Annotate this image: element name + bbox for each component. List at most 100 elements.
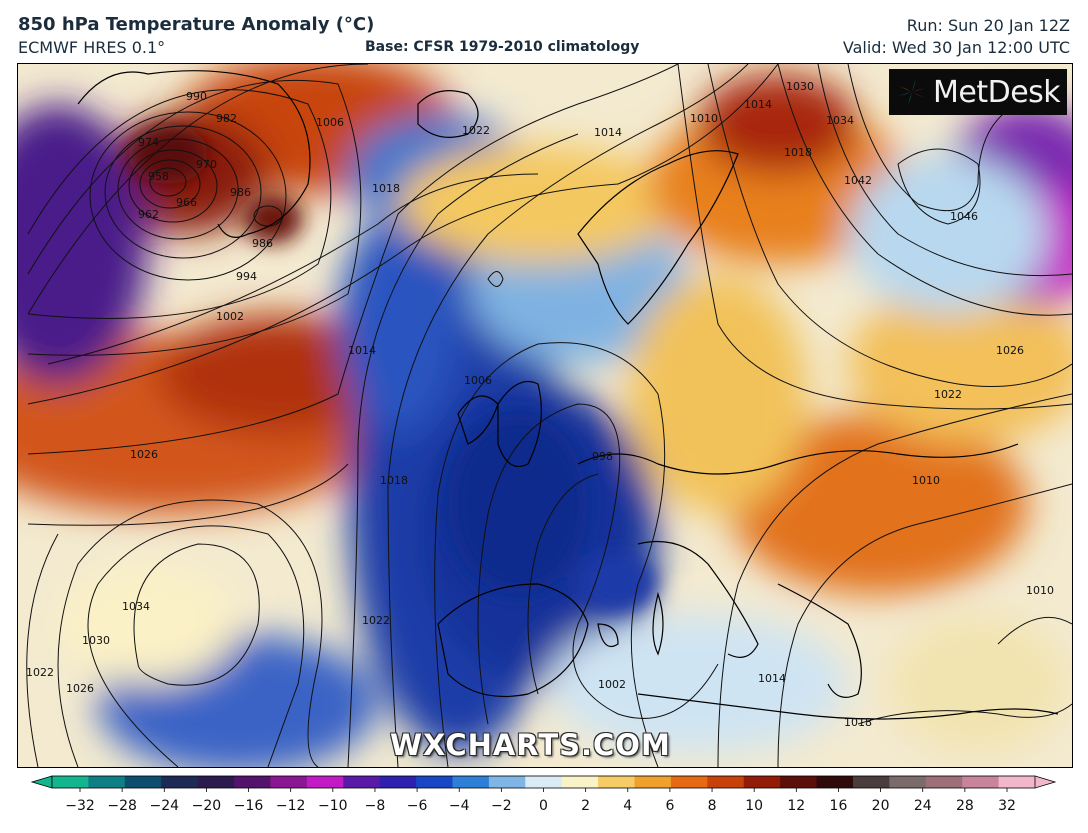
run-time-label: Run: Sun 20 Jan 12Z <box>906 16 1070 35</box>
colorbar-segment <box>416 776 454 788</box>
isobar-label: 1034 <box>122 600 150 613</box>
colorbar-tick-label: 6 <box>665 798 674 814</box>
colorbar-tick-label: −24 <box>149 798 179 814</box>
isobar-label: 1014 <box>758 672 786 685</box>
isobar-label: 1002 <box>216 310 244 323</box>
isobar-label: 986 <box>252 237 273 250</box>
isobar-label: 1042 <box>844 174 872 187</box>
colorbar-segment <box>998 776 1036 788</box>
colorbar-segment <box>306 776 344 788</box>
isobar-label: 1026 <box>66 682 94 695</box>
valid-time-label: Valid: Wed 30 Jan 12:00 UTC <box>842 38 1070 57</box>
isobar-label: 990 <box>186 90 207 103</box>
colorbar-segment <box>889 776 927 788</box>
isobar-label: 1022 <box>934 388 962 401</box>
colorbar-tick-label: −4 <box>449 798 470 814</box>
colorbar-segment <box>452 776 490 788</box>
colorbar-tick-label: −12 <box>276 798 306 814</box>
colorbar-tick-label: 32 <box>998 798 1016 814</box>
colorbar-segment <box>962 776 1000 788</box>
colorbar-segment <box>925 776 963 788</box>
isobar-label: 1010 <box>1026 584 1054 597</box>
isobar-label: 1022 <box>362 614 390 627</box>
isobar-label: 1018 <box>372 182 400 195</box>
isobar-label: 1018 <box>784 146 812 159</box>
colorbar-tick-label: 8 <box>708 798 717 814</box>
colorbar-tick-label: 28 <box>956 798 974 814</box>
isobar-label: 986 <box>230 186 251 199</box>
metdesk-pinwheel-icon <box>898 78 926 106</box>
anomaly-map[interactable]: 990 982 974 970 958 962 966 986 986 994 … <box>17 63 1073 768</box>
colorbar-tick-label: 24 <box>914 798 932 814</box>
colorbar-segment <box>707 776 745 788</box>
isobar-label: 1030 <box>786 80 814 93</box>
isobar-label: 1014 <box>348 344 376 357</box>
colorbar-tick-label: 2 <box>581 798 590 814</box>
colorbar-tick-label: 0 <box>539 798 548 814</box>
isobar-label: 1030 <box>82 634 110 647</box>
colorbar-segment <box>816 776 854 788</box>
isobar-label: 1002 <box>598 678 626 691</box>
isobar-label: 1014 <box>744 98 772 111</box>
colorbar-segment <box>197 776 235 788</box>
colorbar-segment <box>124 776 162 788</box>
isobar-label: 982 <box>216 112 237 125</box>
colorbar-ticks: −32 −28 −24 −20 −16 −12 −10 −8 −6 −4 −2 0 2 4 6 8 10 12 16… <box>65 788 1016 814</box>
colorbar-segment <box>343 776 381 788</box>
colorbar-tick-label: −28 <box>107 798 137 814</box>
colorbar-tick-label: 16 <box>830 798 848 814</box>
isobar-label: 998 <box>592 450 613 463</box>
isobar-label: 1018 <box>844 716 872 729</box>
isobar-label: 1010 <box>912 474 940 487</box>
climatology-base-label: Base: CFSR 1979-2010 climatology <box>365 39 640 55</box>
colorbar-tick-label: 20 <box>872 798 890 814</box>
colorbar-tick-label: −8 <box>365 798 386 814</box>
isobar-label: 1022 <box>462 124 490 137</box>
colorbar-tick-label: −10 <box>318 798 348 814</box>
isobar-labels: 990 982 974 970 958 962 966 986 986 994 … <box>26 80 1054 729</box>
colorbar-tick-label: −6 <box>407 798 428 814</box>
colorbar-min-arrow <box>30 775 53 789</box>
isobar-label: 962 <box>138 208 159 221</box>
colorbar-max-arrow <box>1034 775 1057 789</box>
metdesk-logo-text: MetDesk <box>933 74 1061 110</box>
isobar-label: 970 <box>196 158 217 171</box>
colorbar-tick-label: 10 <box>745 798 763 814</box>
colorbar-segment <box>161 776 199 788</box>
colorbar-segment <box>488 776 526 788</box>
isobar-label: 1006 <box>464 374 492 387</box>
colorbar-segment <box>561 776 599 788</box>
colorbar-segment <box>780 776 818 788</box>
colorbar-segment <box>52 776 90 788</box>
colorbar-segment <box>634 776 672 788</box>
isobar-label: 1026 <box>130 448 158 461</box>
isobar-label: 1018 <box>380 474 408 487</box>
coastlines <box>77 70 1059 720</box>
isobar-label: 1034 <box>826 114 854 127</box>
isobar-lines <box>26 64 1072 767</box>
colorbar-segment <box>234 776 272 788</box>
metdesk-logo: MetDesk <box>889 69 1067 115</box>
colorbar-tick-label: −20 <box>192 798 222 814</box>
isobar-label: 1014 <box>594 126 622 139</box>
isobar-label: 1022 <box>26 666 54 679</box>
model-label: ECMWF HRES 0.1° <box>18 38 166 57</box>
isobar-label: 966 <box>176 196 197 209</box>
isobar-label: 1010 <box>690 112 718 125</box>
colorbar-segment <box>743 776 781 788</box>
colorbar: −32 −28 −24 −20 −16 −12 −10 −8 −6 −4 −2 0 2 4 6 8 10 12 16… <box>30 775 1057 814</box>
colorbar-segment <box>525 776 563 788</box>
isobar-label: 1026 <box>996 344 1024 357</box>
isobar-label: 994 <box>236 270 257 283</box>
isobar-label: 1006 <box>316 116 344 129</box>
wxcharts-watermark: WXCHARTS.COM <box>390 728 671 762</box>
colorbar-segment <box>598 776 636 788</box>
colorbar-segment <box>670 776 708 788</box>
colorbar-segment <box>379 776 417 788</box>
colorbar-segment <box>270 776 308 788</box>
colorbar-tick-label: −16 <box>234 798 264 814</box>
map-canvas: 990 982 974 970 958 962 966 986 986 994 … <box>18 64 1072 767</box>
isobar-label: 1046 <box>950 210 978 223</box>
isobar-label: 958 <box>148 170 169 183</box>
colorbar-tick-label: 12 <box>787 798 805 814</box>
